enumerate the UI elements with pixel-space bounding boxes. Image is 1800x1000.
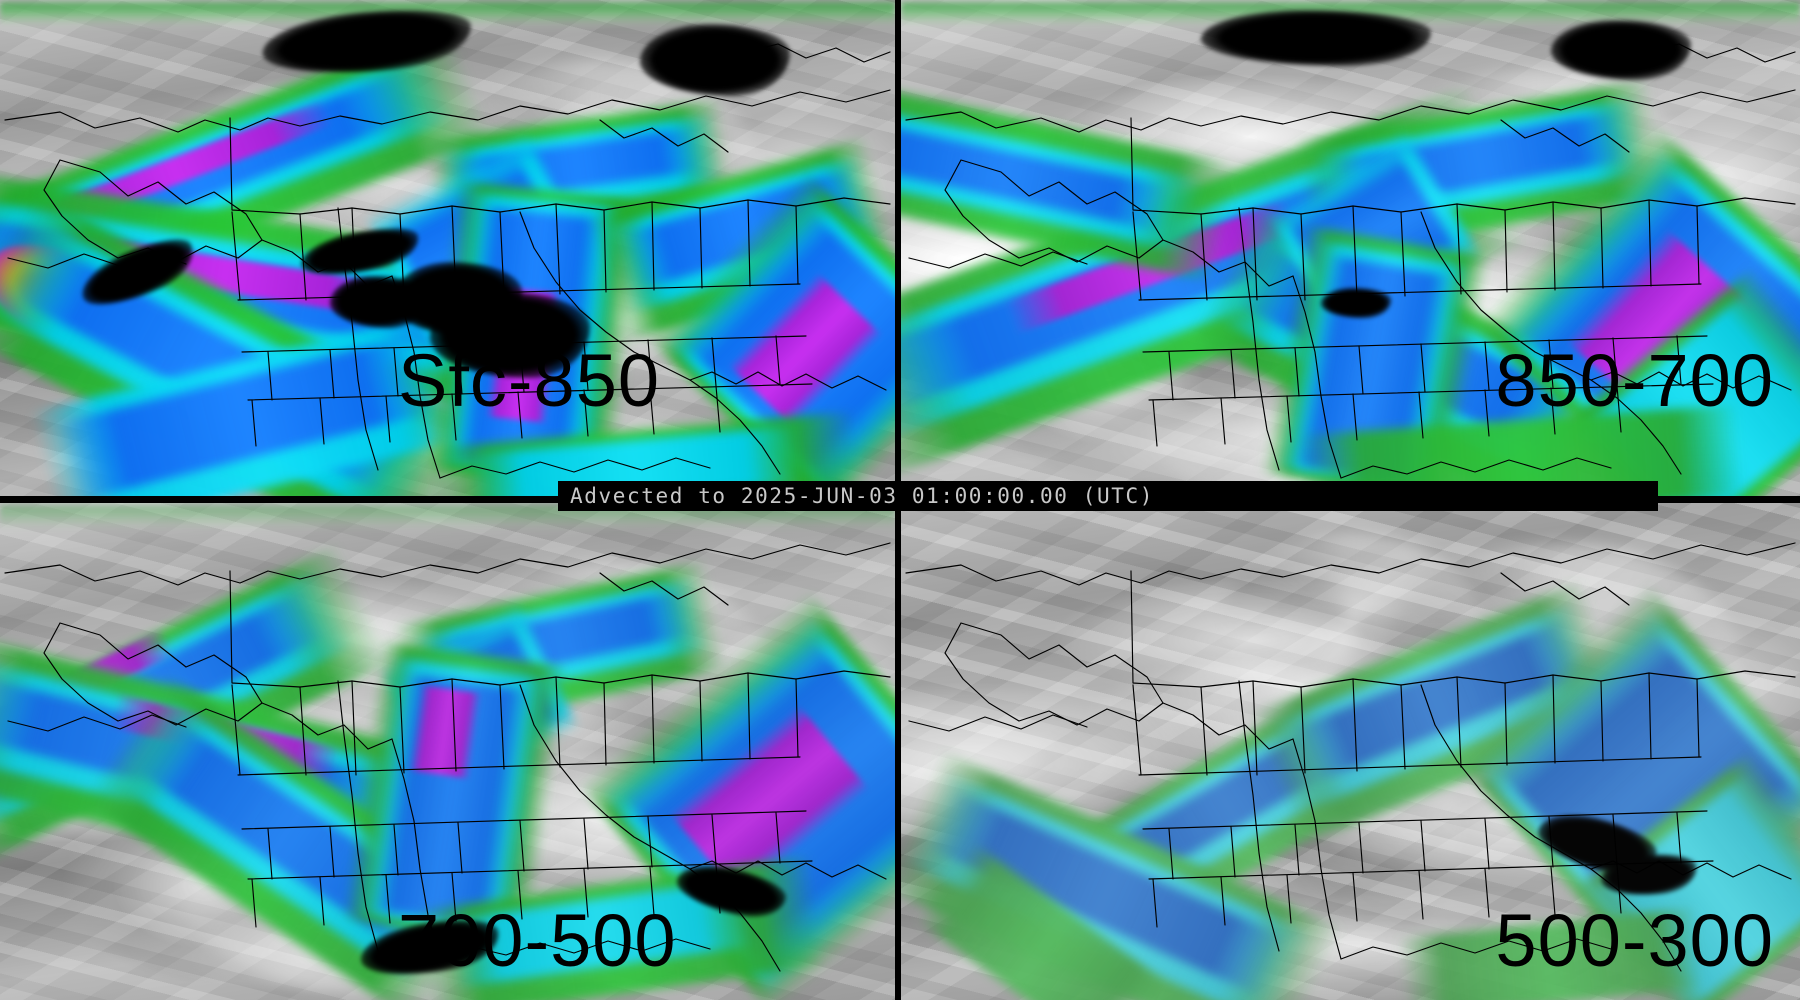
panel-label-850-700: 850-700 (1495, 339, 1774, 422)
panel-500-300[interactable]: 500-300 (901, 503, 1800, 1000)
panel-850-700[interactable]: 850-700 (901, 0, 1800, 496)
panel-sfc-850[interactable]: Sfc-850 (0, 0, 895, 496)
panel-label-700-500: 700-500 (398, 899, 677, 982)
timestamp-banner: Advected to 2025-JUN-03 01:00:00.00 (UTC… (558, 481, 1658, 511)
panel-label-sfc-850: Sfc-850 (398, 339, 661, 422)
panel-label-500-300: 500-300 (1495, 899, 1774, 982)
panel-700-500[interactable]: 700-500 (0, 503, 895, 1000)
timestamp-text: Advected to 2025-JUN-03 01:00:00.00 (UTC… (570, 484, 1154, 508)
